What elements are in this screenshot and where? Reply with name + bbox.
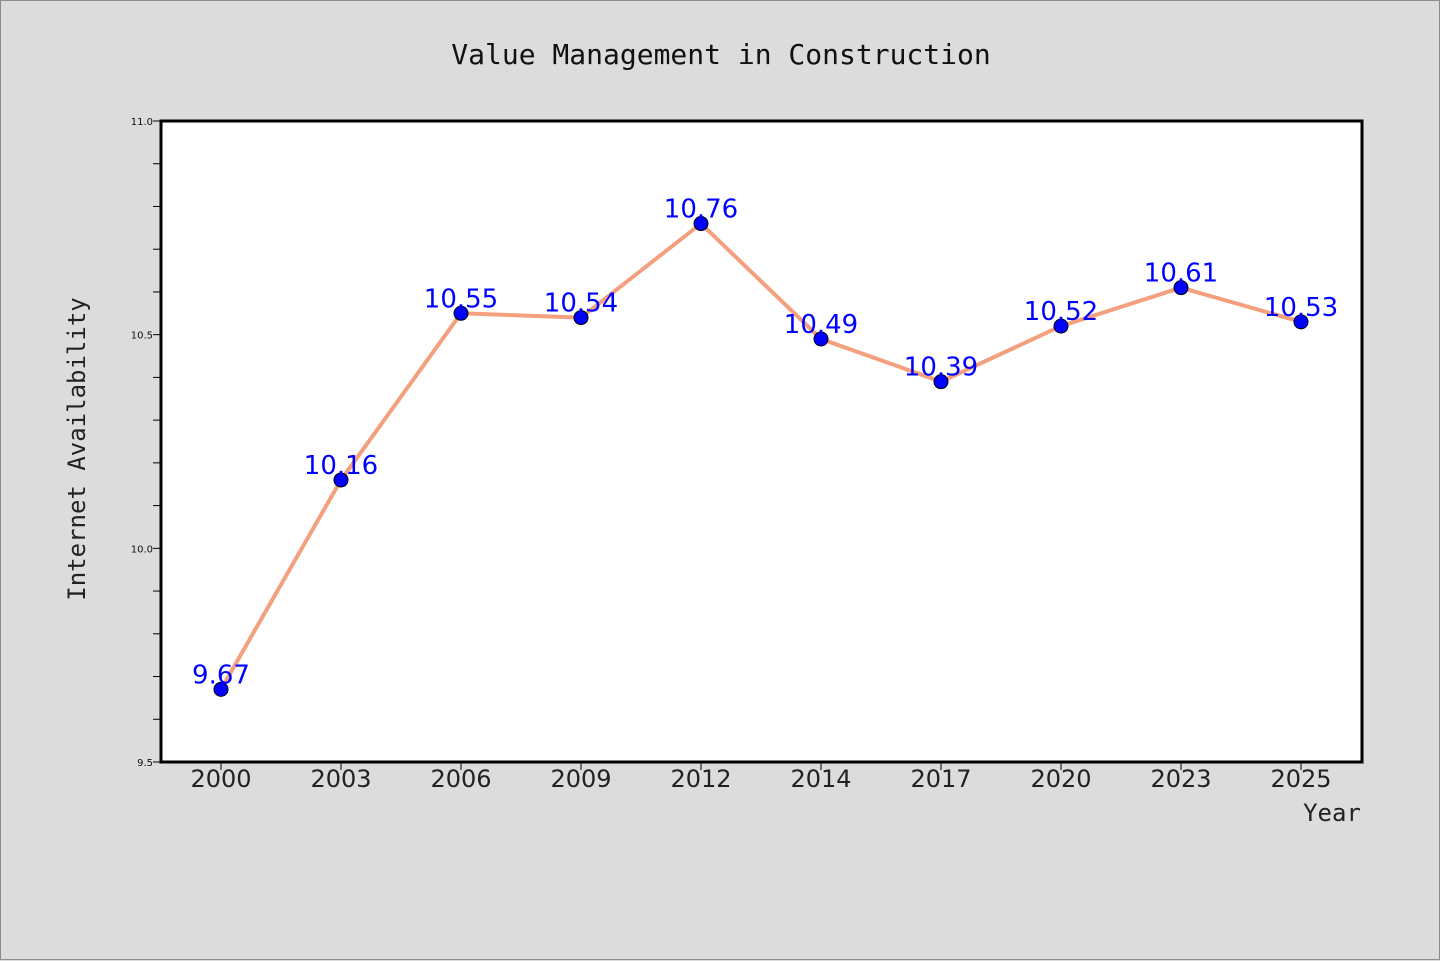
x-tick-label: 2000 [190, 765, 251, 793]
data-label: 10.54 [544, 289, 618, 319]
data-point [813, 331, 829, 347]
data-label: 10.49 [784, 310, 858, 340]
data-label: 10.52 [1024, 297, 1098, 327]
x-tick-label: 2017 [910, 765, 971, 793]
x-axis: 2000 2003 2006 2009 2012 2014 2017 2020 2023 2025 [190, 762, 1332, 793]
data-label: 10.76 [664, 195, 738, 225]
data-label: 9.67 [192, 660, 250, 690]
y-axis-label: Internet Availability [63, 297, 91, 600]
data-label: 10.39 [904, 353, 978, 383]
series-group [213, 216, 1309, 697]
x-tick-label: 2009 [550, 765, 611, 793]
series-line [219, 221, 1302, 691]
data-label: 10.16 [304, 451, 378, 481]
x-tick-label: 2014 [790, 765, 851, 793]
data-label: 10.61 [1144, 259, 1218, 289]
y-tick-label: 10.5 [131, 331, 153, 342]
data-labels: 9.67 10.16 10.55 10.54 10.76 10.49 10.39 10.52 1… [192, 195, 1338, 691]
data-label: 10.55 [424, 284, 498, 314]
x-tick-label: 2012 [670, 765, 731, 793]
data-point [693, 216, 709, 232]
x-tick-label: 2006 [430, 765, 491, 793]
y-tick-label: 10.0 [131, 544, 153, 555]
data-point [933, 374, 949, 390]
x-tick-label: 2023 [1150, 765, 1211, 793]
data-point [1293, 314, 1309, 330]
data-point [573, 310, 589, 326]
chart-title: Value Management in Construction [451, 38, 990, 71]
x-axis-label: Year [1303, 799, 1361, 827]
y-axis: 9.5 10.0 10.5 11.0 [131, 117, 161, 769]
y-tick-label: 11.0 [131, 117, 153, 128]
x-tick-label: 2025 [1270, 765, 1331, 793]
data-point [453, 305, 469, 321]
plot-area [159, 119, 1364, 764]
data-point [1173, 280, 1189, 296]
x-tick-label: 2020 [1030, 765, 1091, 793]
data-point [333, 472, 349, 488]
data-point [213, 681, 229, 697]
y-tick-label: 9.5 [137, 758, 153, 769]
data-point [1053, 318, 1069, 334]
data-label: 10.53 [1264, 293, 1338, 323]
x-tick-label: 2003 [310, 765, 371, 793]
